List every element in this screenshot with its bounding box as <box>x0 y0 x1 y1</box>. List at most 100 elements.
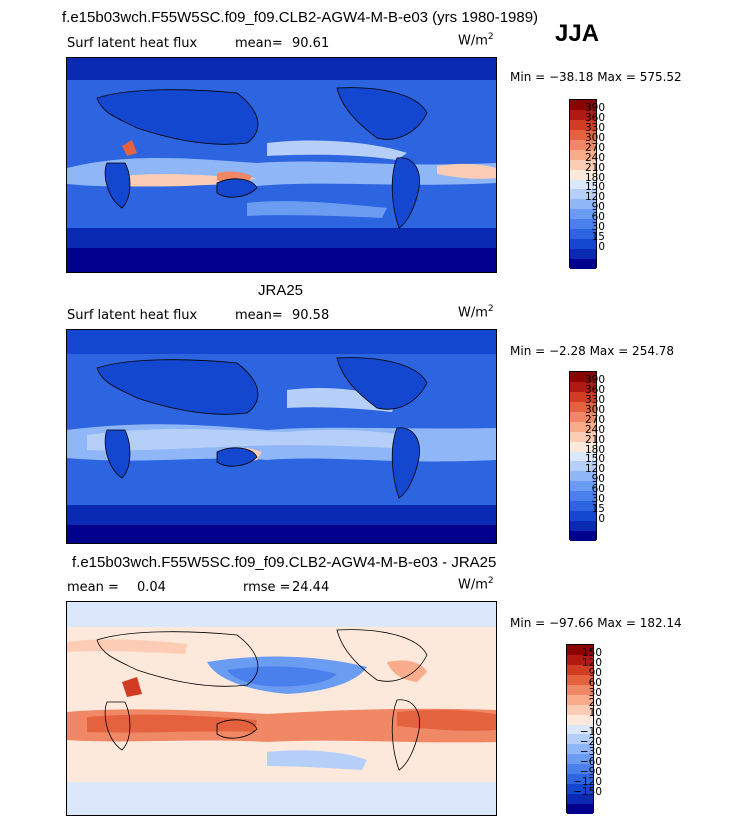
colorbar-swatch <box>567 714 593 725</box>
colorbar-tick-label: −30 <box>579 746 602 759</box>
figure-title: f.e15b03wch.F55W5SC.f09_f09.CLB2-AGW4-M-… <box>62 9 539 26</box>
colorbar-tick-label: 330 <box>584 393 605 406</box>
colorbar-swatch <box>570 511 596 522</box>
panel3-mean-value: 0.04 <box>137 580 166 595</box>
colorbar-tick-label: −10 <box>579 726 602 739</box>
colorbar-tick-label: 30 <box>591 493 605 506</box>
colorbar-tick-label: 120 <box>581 656 602 669</box>
panel2-mean-value: 90.58 <box>292 308 330 323</box>
colorbar-swatch <box>570 421 596 432</box>
colorbar-tick-label: 120 <box>584 191 605 204</box>
colorbar-swatch <box>570 229 596 240</box>
colorbar-tick-label: 30 <box>591 221 605 234</box>
colorbar-tick-label: −150 <box>573 786 602 799</box>
panel1-mean-value: 90.61 <box>292 36 330 51</box>
colorbar-tick-label: 10 <box>588 706 602 719</box>
colorbar-swatch <box>567 764 593 775</box>
colorbar-swatch <box>567 774 593 785</box>
panel1-map <box>66 57 497 273</box>
colorbar-tick-label: 150 <box>584 181 605 194</box>
panel3-map-field <box>67 602 496 815</box>
panel1-unit: W/m2 <box>458 32 494 49</box>
colorbar-tick-label: 0 <box>598 241 605 254</box>
colorbar-swatch <box>567 694 593 705</box>
colorbar-swatch <box>570 521 596 531</box>
colorbar-swatch <box>567 804 593 814</box>
colorbar-swatch <box>570 159 596 170</box>
colorbar-tick-label: 150 <box>581 646 602 659</box>
colorbar-swatch <box>567 645 593 655</box>
panel1-mean-label: mean= <box>235 36 283 51</box>
colorbar-tick-label: 300 <box>584 131 605 144</box>
colorbar-tick-label: 330 <box>584 121 605 134</box>
colorbar-swatch <box>567 744 593 755</box>
colorbar-tick-label: 180 <box>584 443 605 456</box>
colorbar-swatch <box>570 119 596 130</box>
season-label: JJA <box>555 20 600 47</box>
panel3-rmse-label: rmse = <box>243 580 291 595</box>
colorbar-swatch <box>570 381 596 392</box>
colorbar-swatch <box>570 189 596 200</box>
colorbar-tick-label: 300 <box>584 403 605 416</box>
colorbar-swatch <box>570 372 596 382</box>
panel2-colorbar <box>569 371 597 541</box>
colorbar-swatch <box>567 674 593 685</box>
colorbar-swatch <box>567 754 593 765</box>
colorbar-tick-label: 270 <box>584 141 605 154</box>
panel1-variable: Surf latent heat flux <box>67 36 198 51</box>
panel3-title: f.e15b03wch.F55W5SC.f09_f09.CLB2-AGW4-M-… <box>72 554 497 571</box>
colorbar-tick-label: 270 <box>584 413 605 426</box>
panel2-minmax: Min = −2.28 Max = 254.78 <box>510 344 675 358</box>
panel1-minmax: Min = −38.18 Max = 575.52 <box>510 70 682 84</box>
colorbar-tick-label: 0 <box>598 513 605 526</box>
colorbar-tick-label: 0 <box>595 716 602 729</box>
colorbar-swatch <box>570 471 596 482</box>
colorbar-tick-label: 210 <box>584 433 605 446</box>
colorbar-tick-label: 90 <box>591 473 605 486</box>
colorbar-tick-label: 60 <box>591 211 605 224</box>
colorbar-swatch <box>570 209 596 220</box>
panel3-colorbar <box>566 644 594 814</box>
colorbar-swatch <box>570 139 596 150</box>
colorbar-swatch <box>570 481 596 492</box>
panel1-colorbar <box>569 99 597 269</box>
colorbar-swatch <box>570 491 596 502</box>
colorbar-swatch <box>570 461 596 472</box>
colorbar-swatch <box>567 734 593 745</box>
colorbar-tick-label: 30 <box>588 686 602 699</box>
colorbar-swatch <box>567 684 593 695</box>
panel2-title: JRA25 <box>258 282 304 299</box>
colorbar-swatch <box>570 169 596 180</box>
colorbar-swatch <box>567 654 593 665</box>
colorbar-swatch <box>570 451 596 462</box>
colorbar-tick-label: 390 <box>584 101 605 114</box>
colorbar-tick-label: 15 <box>591 231 605 244</box>
colorbar-tick-label: 150 <box>584 453 605 466</box>
panel2-variable: Surf latent heat flux <box>67 308 198 323</box>
colorbar-tick-label: −20 <box>579 736 602 749</box>
colorbar-swatch <box>570 199 596 210</box>
colorbar-tick-label: 210 <box>584 161 605 174</box>
colorbar-swatch <box>570 239 596 250</box>
colorbar-swatch <box>570 401 596 412</box>
colorbar-tick-label: 90 <box>591 201 605 214</box>
colorbar-tick-label: 15 <box>591 503 605 516</box>
colorbar-swatch <box>570 149 596 160</box>
colorbar-swatch <box>567 704 593 715</box>
colorbar-tick-label: 360 <box>584 383 605 396</box>
panel2-mean-label: mean= <box>235 308 283 323</box>
colorbar-tick-label: 360 <box>584 111 605 124</box>
colorbar-swatch <box>570 249 596 259</box>
colorbar-tick-label: 120 <box>584 463 605 476</box>
colorbar-swatch <box>567 784 593 795</box>
panel3-map <box>66 601 497 816</box>
panel3-minmax: Min = −97.66 Max = 182.14 <box>510 616 682 630</box>
panel3-unit: W/m2 <box>458 576 494 593</box>
colorbar-swatch <box>570 411 596 422</box>
colorbar-swatch <box>570 391 596 402</box>
colorbar-tick-label: 60 <box>591 483 605 496</box>
colorbar-swatch <box>570 431 596 442</box>
colorbar-swatch <box>570 109 596 120</box>
colorbar-tick-label: 240 <box>584 423 605 436</box>
colorbar-tick-label: −120 <box>573 776 602 789</box>
